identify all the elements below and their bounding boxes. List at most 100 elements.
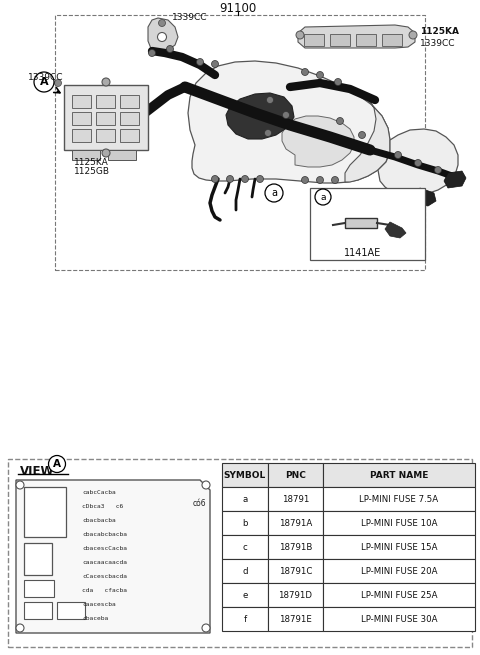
Polygon shape <box>385 222 406 238</box>
Polygon shape <box>282 116 354 167</box>
Polygon shape <box>444 171 466 188</box>
Text: a: a <box>320 193 326 202</box>
Text: cDbca3   c6: cDbca3 c6 <box>82 504 123 510</box>
Circle shape <box>415 160 421 166</box>
Circle shape <box>196 58 204 66</box>
Bar <box>323 607 475 631</box>
Circle shape <box>55 79 61 86</box>
Text: LP-MINI FUSE 20A: LP-MINI FUSE 20A <box>361 567 437 576</box>
Text: cbacabcbacba: cbacabcbacba <box>82 533 127 538</box>
Bar <box>268 463 323 487</box>
Bar <box>356 34 376 46</box>
Text: cbaceba: cbaceba <box>82 616 108 622</box>
Bar <box>96 95 115 108</box>
Bar <box>222 463 268 487</box>
Bar <box>323 559 475 583</box>
Text: 18791C: 18791C <box>279 567 312 576</box>
Text: 1141AE: 1141AE <box>344 248 382 258</box>
Bar <box>222 583 268 607</box>
Bar <box>57 602 85 619</box>
Bar <box>72 129 91 142</box>
Circle shape <box>316 71 324 79</box>
Text: a: a <box>271 188 277 198</box>
Text: c: c <box>242 542 247 552</box>
Text: caacescba: caacescba <box>82 603 116 607</box>
Bar <box>222 535 268 559</box>
Circle shape <box>264 130 272 136</box>
Text: 1339CC: 1339CC <box>172 13 207 22</box>
Bar <box>108 150 136 160</box>
Circle shape <box>315 189 331 205</box>
Bar <box>345 218 377 228</box>
Text: cabcCacba: cabcCacba <box>82 491 116 495</box>
Circle shape <box>157 33 167 41</box>
Circle shape <box>148 50 156 56</box>
Polygon shape <box>226 93 294 139</box>
Bar <box>268 535 323 559</box>
Circle shape <box>241 176 249 183</box>
Text: LP-MINI FUSE 25A: LP-MINI FUSE 25A <box>361 591 437 599</box>
Circle shape <box>359 132 365 138</box>
Circle shape <box>336 117 344 124</box>
Bar <box>72 95 91 108</box>
Text: cbacbacba: cbacbacba <box>82 519 116 523</box>
Bar <box>382 34 402 46</box>
Circle shape <box>256 176 264 183</box>
Text: f: f <box>243 614 247 624</box>
Circle shape <box>212 60 218 67</box>
Polygon shape <box>345 91 390 182</box>
Circle shape <box>316 176 324 183</box>
Bar <box>268 583 323 607</box>
Bar <box>72 112 91 125</box>
Bar <box>222 559 268 583</box>
Circle shape <box>434 166 442 174</box>
Circle shape <box>283 111 289 119</box>
Text: 1125KA: 1125KA <box>74 158 109 167</box>
Text: 18791D: 18791D <box>278 591 312 599</box>
Text: 18791: 18791 <box>282 495 309 504</box>
Circle shape <box>16 481 24 489</box>
Bar <box>24 543 52 575</box>
Circle shape <box>265 184 283 202</box>
Circle shape <box>409 31 417 39</box>
Polygon shape <box>413 188 436 206</box>
Bar <box>268 559 323 583</box>
Circle shape <box>296 31 304 39</box>
Text: 91100: 91100 <box>219 3 257 16</box>
Text: LP-MINI FUSE 10A: LP-MINI FUSE 10A <box>361 519 437 527</box>
Text: VIEW: VIEW <box>20 465 55 478</box>
Circle shape <box>266 96 274 103</box>
Bar <box>268 487 323 511</box>
Circle shape <box>395 151 401 159</box>
Circle shape <box>158 20 166 26</box>
Text: A: A <box>40 77 48 87</box>
Circle shape <box>16 624 24 632</box>
Text: A: A <box>53 459 61 469</box>
Bar <box>24 580 54 597</box>
Bar <box>222 511 268 535</box>
Bar <box>310 188 425 260</box>
Polygon shape <box>188 61 390 183</box>
Text: d: d <box>242 567 248 576</box>
Circle shape <box>301 176 309 183</box>
Circle shape <box>332 176 338 183</box>
Circle shape <box>102 149 110 157</box>
Circle shape <box>227 176 233 183</box>
Bar <box>268 607 323 631</box>
Text: SYMBOL: SYMBOL <box>224 470 266 479</box>
Text: 1339CC: 1339CC <box>28 73 63 81</box>
Bar <box>24 602 52 619</box>
Bar <box>323 511 475 535</box>
Text: 18791A: 18791A <box>279 519 312 527</box>
Text: có6: có6 <box>193 498 206 508</box>
Bar <box>222 607 268 631</box>
Bar <box>222 487 268 511</box>
Circle shape <box>202 481 210 489</box>
Circle shape <box>167 45 173 52</box>
Bar <box>96 129 115 142</box>
Circle shape <box>202 624 210 632</box>
Polygon shape <box>298 25 415 48</box>
Bar <box>304 34 324 46</box>
Text: LP-MINI FUSE 30A: LP-MINI FUSE 30A <box>361 614 437 624</box>
Circle shape <box>102 78 110 86</box>
